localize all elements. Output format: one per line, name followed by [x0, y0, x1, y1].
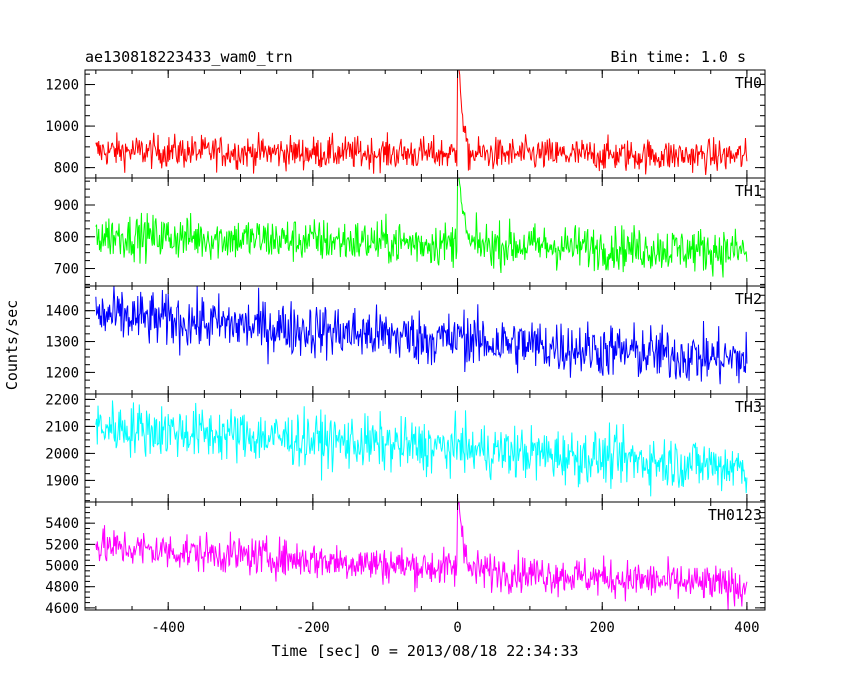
y-tick-label: 1300	[45, 335, 79, 351]
series-line-th1	[95, 177, 748, 278]
x-tick-label: 0	[453, 620, 461, 636]
panel-label-th1: TH1	[735, 182, 762, 200]
y-tick-label: 5200	[45, 537, 79, 553]
series-line-th0	[95, 69, 748, 176]
y-tick-label: 800	[54, 230, 79, 246]
y-tick-label: 2200	[45, 392, 79, 408]
chart-title: ae130818223433_wam0_trn	[85, 48, 293, 66]
y-axis-label: Counts/sec	[3, 300, 21, 390]
y-tick-label: 700	[54, 262, 79, 278]
y-tick-label: 800	[54, 161, 79, 177]
chart-subtitle: Bin time: 1.0 s	[611, 48, 746, 66]
y-tick-label: 2100	[45, 419, 79, 435]
series-line-th2	[95, 285, 748, 385]
y-tick-label: 1200	[45, 78, 79, 94]
x-tick-label: -400	[151, 620, 185, 636]
y-tick-label: 4600	[45, 601, 79, 617]
panel-label-th3: TH3	[735, 398, 762, 416]
x-tick-label: 400	[734, 620, 759, 636]
y-tick-label: 2000	[45, 446, 79, 462]
x-tick-label: 200	[590, 620, 615, 636]
y-tick-label: 1900	[45, 473, 79, 489]
y-tick-label: 5400	[45, 516, 79, 532]
x-tick-label: -200	[296, 620, 330, 636]
panel-label-th2: TH2	[735, 290, 762, 308]
panel-label-th0123: TH0123	[708, 506, 762, 524]
panels: 800 1000 1200 TH0 700 800 900 TH1 1200 1300 1400 TH…	[45, 69, 766, 636]
y-tick-label: 5000	[45, 559, 79, 575]
y-tick-label: 900	[54, 198, 79, 214]
panel-label-th0: TH0	[735, 74, 762, 92]
panel-frame-th0123	[84, 501, 766, 611]
y-tick-label: 1000	[45, 119, 79, 135]
y-tick-label: 4800	[45, 580, 79, 596]
y-tick-label: 1400	[45, 304, 79, 320]
y-tick-label: 1200	[45, 365, 79, 381]
series-line-th0123	[95, 501, 748, 611]
series-line-th3	[95, 400, 748, 497]
x-axis-label: Time [sec] 0 = 2013/08/18 22:34:33	[271, 642, 578, 660]
